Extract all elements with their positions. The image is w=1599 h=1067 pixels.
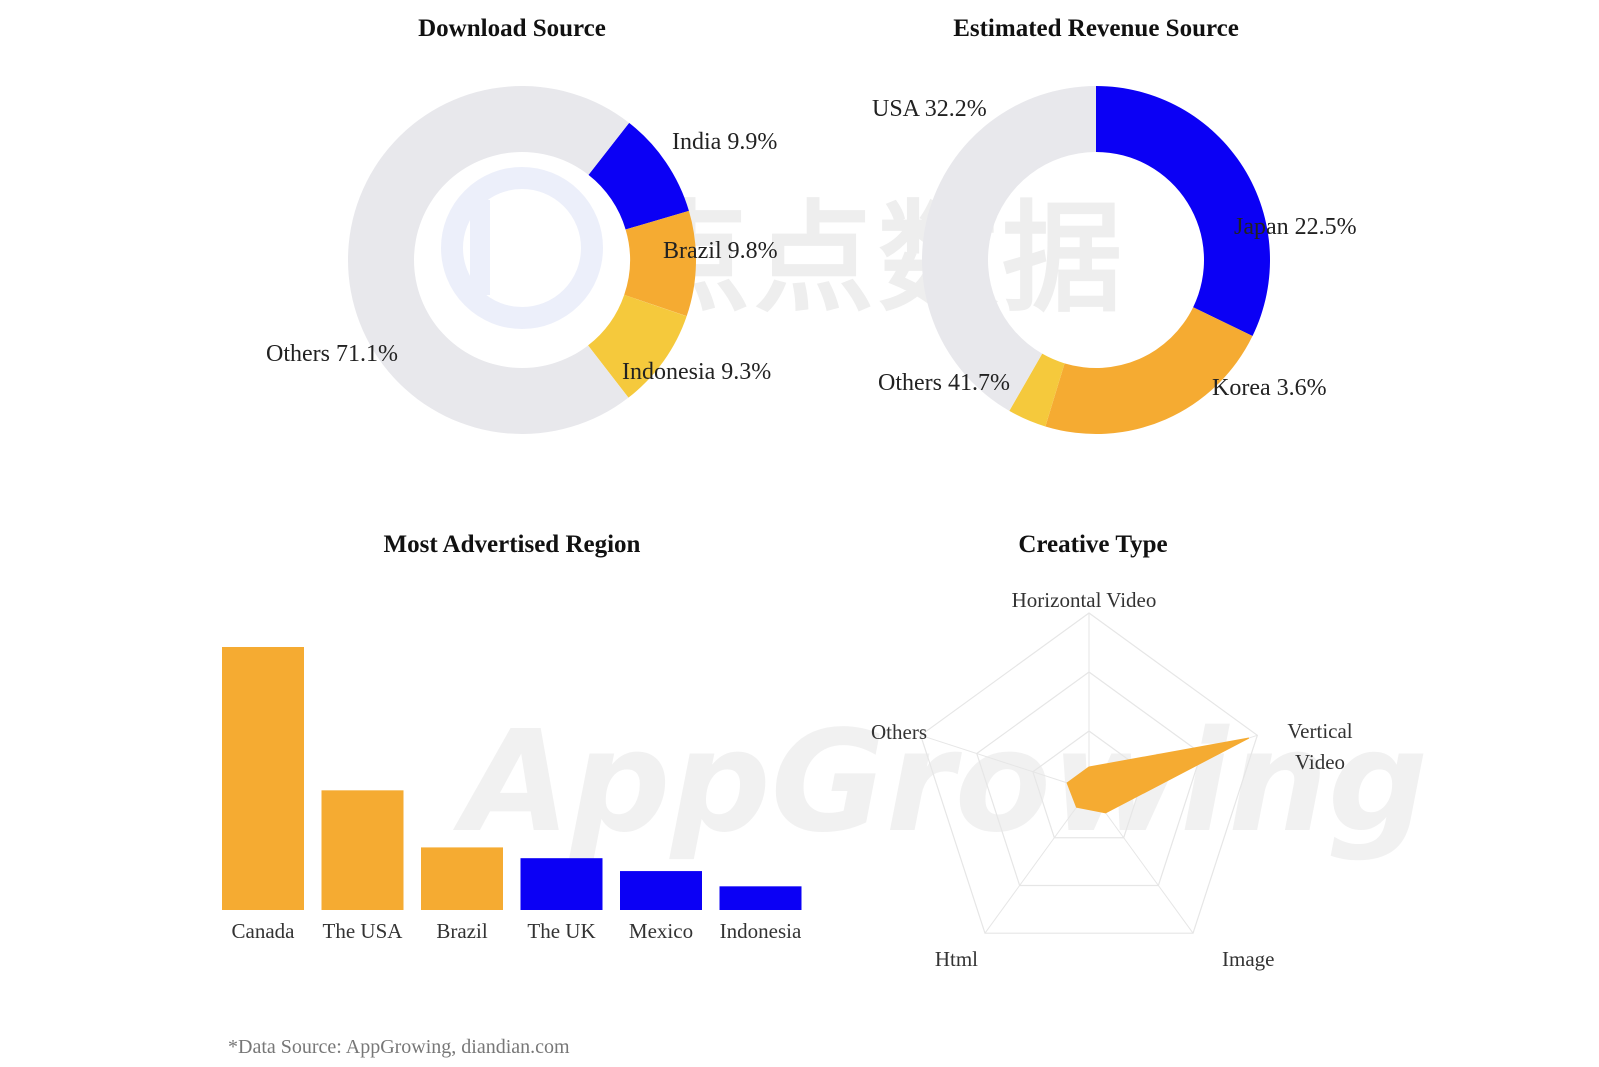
bar-canada bbox=[222, 647, 304, 910]
revenue-source-donut: USA 32.2% Japan 22.5% Korea 3.6% Others 41.… bbox=[872, 86, 1357, 434]
slice-label-others: Others 41.7% bbox=[878, 370, 1010, 396]
slice-india bbox=[588, 122, 689, 230]
watermark-bottom-text: AppGrowing bbox=[452, 701, 1428, 864]
advertised-region-bars: Canada The USA Brazil The UK Mexico Indonesia bbox=[222, 647, 802, 943]
radar-axis-label-others: Others bbox=[871, 720, 927, 744]
appgrowing-watermark: AppGrowing bbox=[452, 701, 1428, 864]
slice-label-brazil: Brazil 9.8% bbox=[663, 238, 778, 264]
slice-others bbox=[922, 86, 1096, 411]
download-source-donut: India 9.9% Brazil 9.8% Indonesia 9.3% Other… bbox=[266, 86, 778, 435]
radar-spoke-others bbox=[920, 734, 1090, 791]
slice-label-india: India 9.9% bbox=[672, 129, 777, 155]
bar-label-mexico: Mexico bbox=[629, 919, 693, 943]
radar-axis-label-horizontal-video: Horizontal Video bbox=[1012, 588, 1157, 612]
slice-japan bbox=[1045, 307, 1253, 434]
bar-the-usa bbox=[321, 790, 404, 910]
slice-korea bbox=[1009, 353, 1065, 427]
radar-axis-label-html: Html bbox=[935, 947, 978, 971]
radar-spoke-image bbox=[1088, 789, 1194, 934]
download-source-title: Download Source bbox=[418, 15, 606, 42]
slice-label-others: Others 71.1% bbox=[266, 341, 398, 367]
creative-type-chart: Creative Type Horizontal Video Vertical Vi… bbox=[871, 531, 1353, 971]
slice-label-korea: Korea 3.6% bbox=[1212, 375, 1327, 401]
slice-others bbox=[347, 86, 630, 435]
data-source-note: *Data Source: AppGrowing, diandian.com bbox=[228, 1036, 570, 1058]
slice-label-indonesia: Indonesia 9.3% bbox=[622, 359, 771, 385]
radar-axis-label-image: Image bbox=[1222, 947, 1274, 971]
slice-label-japan: Japan 22.5% bbox=[1234, 214, 1357, 240]
creative-type-title: Creative Type bbox=[1018, 531, 1167, 558]
radar-spoke-html bbox=[984, 789, 1090, 934]
radar-series-area bbox=[1066, 737, 1250, 814]
diandian-watermark: 点点数据 bbox=[441, 167, 1126, 329]
slice-usa bbox=[1096, 86, 1270, 337]
bar-mexico bbox=[620, 871, 702, 910]
bar-indonesia bbox=[719, 886, 802, 910]
revenue-source-title: Estimated Revenue Source bbox=[953, 15, 1239, 42]
advertised-region-chart: Most Advertised Region Canada The USA Braz… bbox=[222, 531, 802, 943]
bar-label-the-usa: The USA bbox=[323, 919, 404, 943]
advertised-region-title: Most Advertised Region bbox=[384, 531, 641, 558]
bar-label-canada: Canada bbox=[232, 919, 296, 943]
bar-label-the-uk: The UK bbox=[527, 919, 595, 943]
slice-label-usa: USA 32.2% bbox=[872, 96, 987, 122]
radar-ring-3 bbox=[919, 612, 1259, 934]
slice-brazil bbox=[624, 210, 696, 317]
revenue-source-chart: Estimated Revenue Source USA 32.2% Japan … bbox=[872, 15, 1357, 434]
bar-label-brazil: Brazil bbox=[436, 919, 487, 943]
slice-indonesia bbox=[588, 294, 687, 398]
download-source-chart: Download Source India 9.9%Brazil 9.8%Ind… bbox=[266, 15, 778, 435]
radar-ring-2 bbox=[976, 671, 1202, 887]
bar-the-uk bbox=[520, 858, 603, 910]
bar-brazil bbox=[421, 847, 503, 910]
creative-type-radar: Horizontal Video Vertical Video Image Html Ot… bbox=[871, 588, 1353, 971]
bar-label-indonesia: Indonesia bbox=[720, 919, 802, 943]
watermark-top-text: 点点数据 bbox=[630, 190, 1126, 329]
radar-axis-label-vertical-video: Vertical Video bbox=[1287, 719, 1352, 774]
